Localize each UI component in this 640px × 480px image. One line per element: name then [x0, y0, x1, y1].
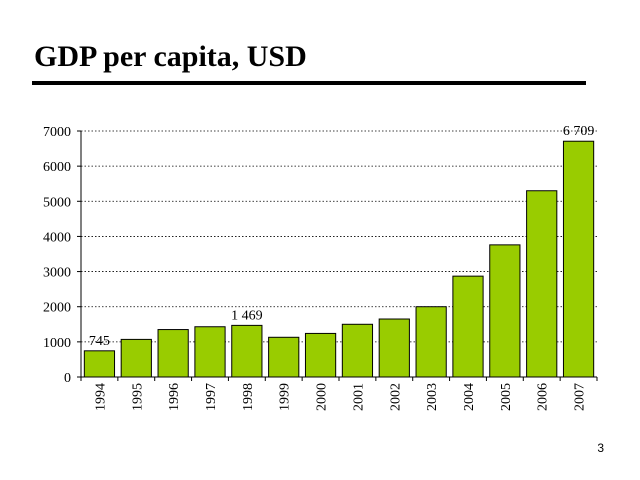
bar-2004: [452, 275, 484, 378]
data-label: 6 709: [563, 124, 595, 139]
x-tick-label: 2002: [388, 383, 403, 411]
x-tick-label: 2003: [425, 383, 440, 411]
bar-1994: [83, 350, 116, 378]
bars: [83, 140, 595, 378]
bar-1997: [194, 326, 226, 378]
x-tick-label: 1994: [93, 383, 108, 411]
bar-2000: [304, 332, 337, 378]
bar-1999: [268, 336, 300, 378]
y-tick-label: 5000: [43, 195, 71, 210]
data-label: 1 469: [231, 308, 263, 323]
axes: [77, 130, 598, 381]
x-tick-label: 1996: [167, 383, 182, 411]
bar-2005: [489, 244, 521, 378]
bar-2003: [415, 306, 447, 378]
labels: 0 1000 2000 3000 4000 5000 6000 7000 1994 1995 199…: [43, 124, 594, 411]
x-tick-label: 1997: [204, 383, 219, 411]
x-tick-label: 2006: [536, 383, 551, 411]
x-tick-label: 2000: [315, 383, 330, 411]
bar-2002: [378, 318, 410, 378]
y-tick-label: 2000: [43, 301, 71, 316]
bar-1996: [157, 329, 189, 378]
x-tick-label: 1999: [278, 383, 293, 411]
slide-title: GDP per capita, USD: [34, 40, 307, 73]
title-underline: [32, 81, 586, 85]
x-tick-label: 1995: [130, 383, 145, 411]
y-tick-label: 7000: [43, 125, 71, 140]
x-tick-label: 2001: [351, 383, 366, 411]
page-number: 3: [597, 441, 604, 455]
y-tick-label: 0: [64, 371, 71, 386]
y-tick-label: 6000: [43, 160, 71, 175]
bar-1998: [231, 324, 263, 378]
data-label: 745: [89, 334, 110, 349]
bar-2006: [526, 190, 558, 378]
bar-1995: [120, 338, 152, 378]
y-tick-label: 4000: [43, 230, 71, 245]
y-tick-label: 1000: [43, 336, 71, 351]
y-tick-label: 3000: [43, 266, 71, 281]
x-tick-label: 2007: [573, 383, 588, 411]
x-tick-label: 1998: [241, 383, 256, 411]
bar-2001: [341, 323, 374, 378]
x-tick-label: 2004: [462, 383, 477, 411]
bar-2007: [562, 140, 595, 378]
x-tick-label: 2005: [499, 383, 514, 411]
